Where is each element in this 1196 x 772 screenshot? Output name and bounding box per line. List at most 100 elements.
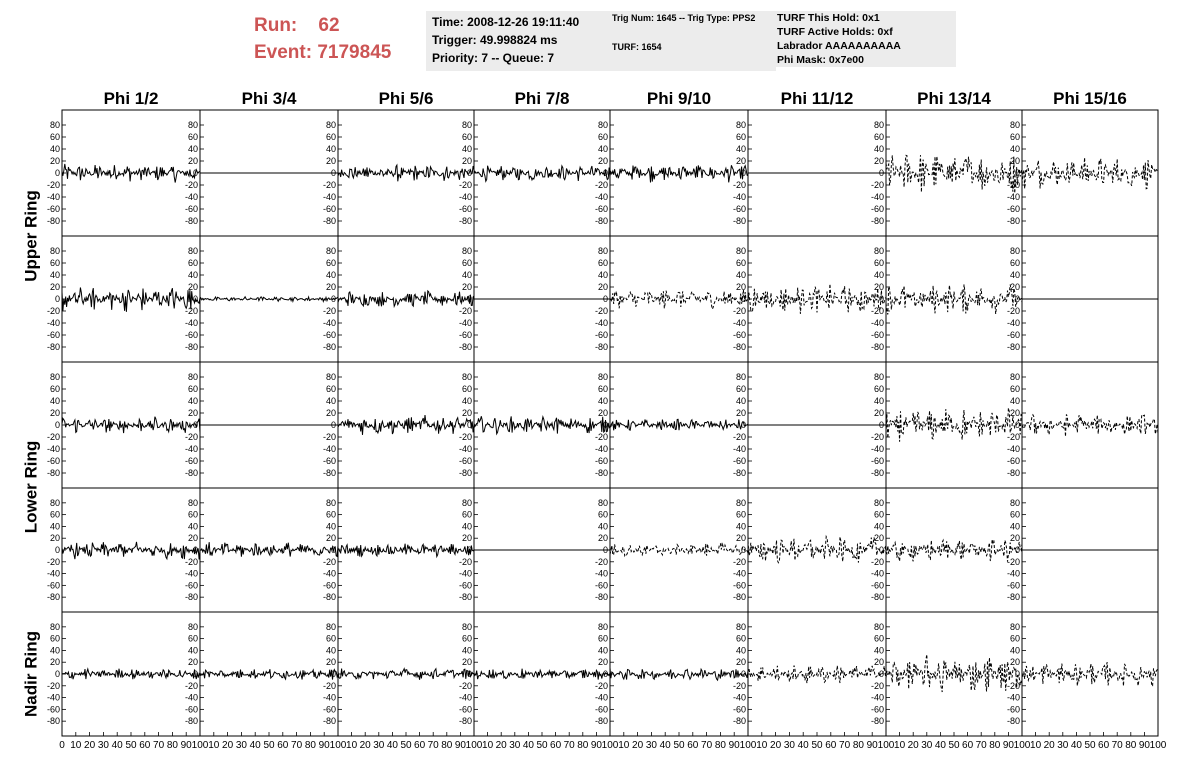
y-tick-label-r3-c4: 80 [462,372,472,382]
panel-frame-r5-c2 [200,612,338,736]
y-tick-label-r5-c5: -60 [595,704,608,714]
y-tick-label-r1-c7: -20 [871,180,884,190]
y-tick-label-r2-c5: 60 [598,258,608,268]
y-tick-label-r2-c5: -60 [595,330,608,340]
y-tick-label-r1-c3: 0 [331,168,336,178]
y-tick-label-r2-c1: -40 [47,318,60,328]
y-tick-label-r5-c4: 80 [462,622,472,632]
y-tick-label-r2-c5: 0 [603,294,608,304]
y-tick-label-r5-c7: 60 [874,634,884,644]
x-tick-label-c3: 70 [428,740,440,751]
x-tick-label-c5: 50 [673,740,685,751]
y-tick-label-r2-c4: -40 [459,318,472,328]
y-tick-label-r1-c5: -80 [595,216,608,226]
y-tick-label-r2-c3: -80 [323,342,336,352]
y-tick-label-r4-c3: 0 [331,545,336,555]
x-tick-label-c5: 20 [632,740,644,751]
x-tick-label-c6: 90 [867,740,879,751]
x-tick-label-c4: 60 [550,740,562,751]
waveform-r3-c1 [62,417,200,433]
x-tick-label-c3: 10 [346,740,358,751]
waveform-r3-c5 [610,419,748,430]
y-tick-label-r5-c8: -20 [1007,681,1020,691]
x-tick-label-c3: 80 [441,740,453,751]
y-tick-label-r2-c4: -60 [459,330,472,340]
y-tick-label-r4-c8: 60 [1010,510,1020,520]
y-tick-label-r5-c7: -80 [871,716,884,726]
y-tick-label-r3-c4: 60 [462,384,472,394]
y-tick-label-r3-c8: 0 [1015,420,1020,430]
y-tick-label-r2-c5: -80 [595,342,608,352]
y-tick-label-r2-c2: 20 [188,282,198,292]
y-tick-label-r4-c5: 20 [598,533,608,543]
waveform-r4-c5 [610,543,748,556]
y-tick-label-r1-c8: 80 [1010,120,1020,130]
y-tick-label-r3-c7: 60 [874,384,884,394]
y-tick-label-r2-c3: 0 [331,294,336,304]
x-tick-label-c3: 100 [466,740,483,751]
y-tick-label-r5-c2: 0 [193,669,198,679]
y-tick-label-r4-c1: -20 [47,557,60,567]
y-tick-label-r5-c5: 0 [603,669,608,679]
y-tick-label-r3-c4: 40 [462,396,472,406]
y-tick-label-r1-c4: 40 [462,144,472,154]
y-tick-label-r3-c6: -80 [733,468,746,478]
waveform-r2-c1 [62,288,200,312]
y-tick-label-r4-c2: -40 [185,569,198,579]
y-tick-label-r3-c4: -80 [459,468,472,478]
y-tick-label-r2-c3: -20 [323,306,336,316]
y-tick-label-r3-c4: 0 [467,420,472,430]
y-tick-label-r3-c5: 20 [598,408,608,418]
waveform-r1-c5 [610,165,748,182]
x-tick-label-c2: 100 [330,740,347,751]
y-tick-label-r5-c5: 80 [598,622,608,632]
y-tick-label-r5-c5: 40 [598,645,608,655]
x-tick-label-c1: 40 [112,740,124,751]
y-tick-label-r2-c2: 80 [188,246,198,256]
ring-label-3: Nadir Ring [21,631,40,717]
y-tick-label-r1-c1: 80 [50,120,60,130]
y-tick-label-r2-c3: 80 [326,246,336,256]
waveform-r1-c3 [338,165,474,181]
x-tick-label-c6: 40 [798,740,810,751]
y-tick-label-r3-c5: -60 [595,456,608,466]
x-tick-label-c2: 70 [291,740,303,751]
y-tick-label-r2-c4: 80 [462,246,472,256]
y-tick-label-r4-c1: 60 [50,510,60,520]
y-tick-label-r3-c8: -20 [1007,432,1020,442]
y-tick-label-r5-c6: 0 [741,669,746,679]
x-tick-label-c6: 20 [770,740,782,751]
y-tick-label-r3-c8: 40 [1010,396,1020,406]
y-tick-label-r4-c7: 40 [874,521,884,531]
y-tick-label-r4-c8: 0 [1015,545,1020,555]
x-tick-label-c7: 20 [908,740,920,751]
y-tick-label-r4-c1: 0 [55,545,60,555]
x-tick-label-c4: 10 [482,740,494,751]
y-tick-label-r3-c5: 40 [598,396,608,406]
y-tick-label-r5-c2: 40 [188,645,198,655]
y-tick-label-r2-c2: 0 [193,294,198,304]
y-tick-label-r2-c4: 60 [462,258,472,268]
y-tick-label-r5-c1: -80 [47,716,60,726]
y-tick-label-r1-c7: 0 [879,168,884,178]
y-tick-label-r5-c6: -20 [733,681,746,691]
y-tick-label-r5-c8: 60 [1010,634,1020,644]
y-tick-label-r2-c7: 20 [874,282,884,292]
x-tick-label-c1: 0 [59,740,65,751]
y-tick-label-r1-c5: -20 [595,180,608,190]
y-tick-label-r2-c6: -60 [733,330,746,340]
x-tick-label-c6: 60 [825,740,837,751]
y-tick-label-r1-c6: -60 [733,204,746,214]
y-tick-label-r4-c7: -60 [871,580,884,590]
x-tick-label-c3: 60 [414,740,426,751]
y-tick-label-r2-c7: -40 [871,318,884,328]
waveform-r5-c5 [610,668,748,680]
y-tick-label-r3-c6: 0 [741,420,746,430]
x-tick-label-c7: 30 [921,740,933,751]
y-tick-label-r3-c5: 80 [598,372,608,382]
panel-frame-r3-c7 [886,362,1022,488]
y-tick-label-r5-c7: -60 [871,704,884,714]
waveform-r5-c7 [886,654,1022,692]
waveform-r2-c3 [338,291,474,306]
y-tick-label-r5-c6: 80 [736,622,746,632]
